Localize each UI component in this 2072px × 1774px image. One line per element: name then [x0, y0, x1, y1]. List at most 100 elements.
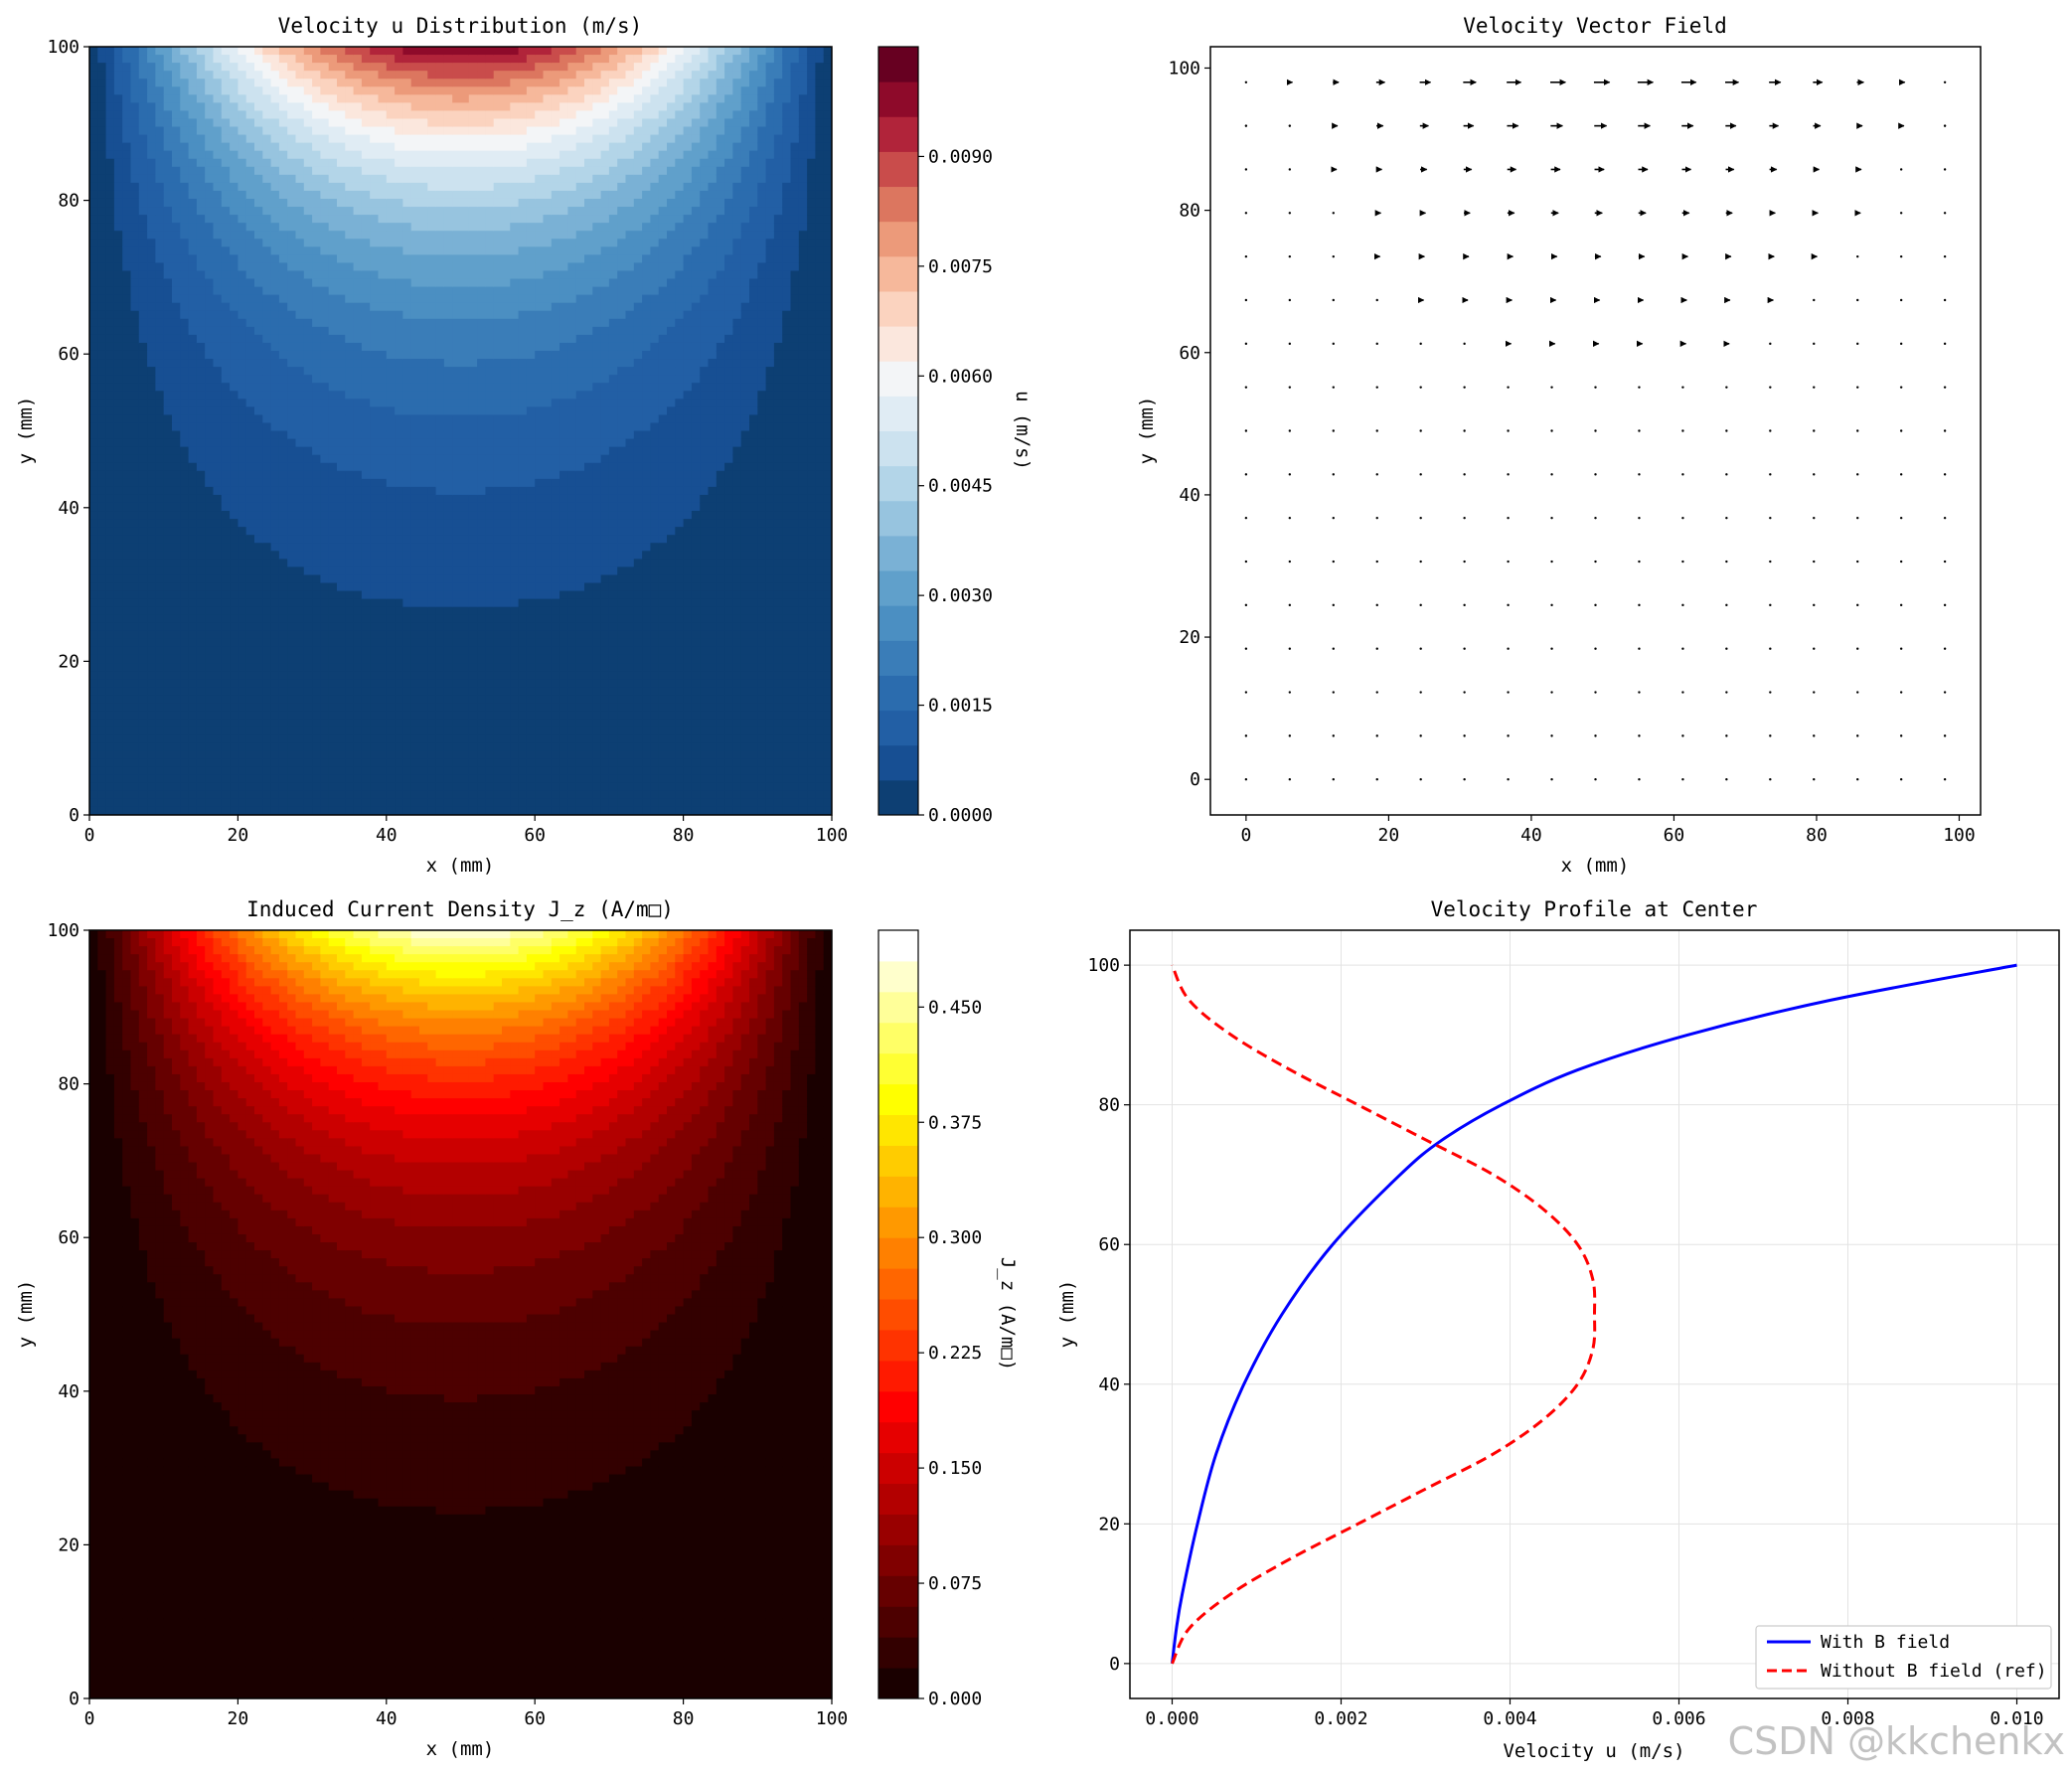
- velocity-u-cell: [122, 446, 132, 456]
- velocity-u-cell: [452, 359, 462, 368]
- velocity-u-cell: [419, 511, 428, 520]
- velocity-u-cell: [510, 806, 520, 815]
- velocity-u-cell: [419, 654, 428, 664]
- velocity-u-cell: [485, 750, 495, 760]
- velocity-u-cell: [303, 430, 313, 440]
- velocity-u-cell: [443, 671, 453, 680]
- velocity-u-cell: [122, 646, 132, 656]
- velocity-u-cell: [138, 246, 148, 255]
- velocity-u-cell: [163, 582, 173, 592]
- velocity-u-cell: [312, 430, 321, 440]
- velocity-u-cell: [89, 223, 98, 232]
- velocity-u-cell: [278, 758, 288, 768]
- velocity-u-cell: [138, 239, 148, 247]
- velocity-u-cell: [510, 254, 520, 263]
- velocity-u-cell: [188, 391, 198, 400]
- velocity-u-cell: [122, 118, 132, 128]
- velocity-u-cell: [196, 687, 206, 696]
- velocity-u-cell: [205, 278, 215, 288]
- velocity-u-cell: [188, 711, 198, 720]
- velocity-u-cell: [435, 711, 445, 720]
- velocity-u-cell: [452, 270, 462, 280]
- velocity-u-cell: [477, 646, 486, 656]
- velocity-u-cell: [303, 118, 313, 128]
- velocity-u-cell: [435, 758, 445, 768]
- velocity-u-cell: [105, 47, 115, 56]
- velocity-u-cell: [386, 391, 396, 400]
- velocity-u-cell: [205, 198, 215, 208]
- velocity-u-cell: [97, 559, 107, 567]
- velocity-u-cell: [320, 414, 330, 424]
- velocity-u-cell: [238, 582, 247, 592]
- velocity-u-cell: [254, 262, 263, 272]
- velocity-u-cell: [287, 182, 297, 192]
- velocity-u-cell: [477, 598, 486, 608]
- velocity-u-cell: [196, 559, 206, 567]
- velocity-u-cell: [353, 551, 363, 560]
- velocity-u-cell: [320, 750, 330, 760]
- velocity-u-cell: [328, 590, 338, 600]
- velocity-u-cell: [238, 278, 247, 288]
- velocity-u-cell: [105, 215, 115, 224]
- velocity-u-cell: [402, 142, 412, 152]
- velocity-u-cell: [130, 551, 140, 560]
- velocity-u-cell: [130, 774, 140, 784]
- velocity-u-cell: [163, 94, 173, 103]
- velocity-u-cell: [402, 711, 412, 720]
- velocity-u-cell: [328, 286, 338, 296]
- velocity-u-cell: [337, 559, 346, 567]
- velocity-u-cell: [353, 774, 363, 784]
- velocity-u-cell: [213, 511, 223, 520]
- velocity-u-cell: [295, 190, 305, 200]
- velocity-u-cell: [395, 86, 403, 95]
- velocity-u-cell: [262, 566, 272, 576]
- velocity-u-cell: [502, 638, 511, 648]
- velocity-u-cell: [221, 182, 231, 192]
- velocity-u-cell: [345, 519, 355, 528]
- velocity-u-cell: [180, 359, 190, 368]
- velocity-u-cell: [155, 71, 165, 80]
- velocity-u-cell: [477, 166, 486, 176]
- velocity-u-cell: [147, 302, 156, 312]
- velocity-u-cell: [485, 342, 495, 352]
- velocity-u-cell: [427, 342, 437, 352]
- velocity-u-cell: [378, 646, 388, 656]
- velocity-u-cell: [89, 430, 98, 440]
- velocity-u-cell: [477, 574, 486, 584]
- velocity-u-cell: [287, 598, 297, 608]
- velocity-u-cell: [138, 606, 148, 616]
- velocity-u-cell: [245, 150, 255, 160]
- velocity-u-cell: [395, 671, 403, 680]
- velocity-u-cell: [452, 198, 462, 208]
- velocity-u-cell: [402, 790, 412, 800]
- velocity-u-cell: [172, 86, 181, 95]
- velocity-u-cell: [395, 614, 403, 624]
- velocity-u-cell: [485, 174, 495, 184]
- velocity-u-cell: [254, 55, 263, 64]
- velocity-u-cell: [452, 342, 462, 352]
- velocity-u-cell: [353, 102, 363, 112]
- velocity-u-cell: [122, 486, 132, 496]
- velocity-u-cell: [97, 790, 107, 800]
- velocity-u-cell: [245, 231, 255, 240]
- velocity-u-cell: [262, 663, 272, 672]
- velocity-u-cell: [270, 502, 280, 512]
- velocity-u-cell: [113, 158, 123, 168]
- velocity-u-cell: [172, 414, 181, 424]
- velocity-u-cell: [196, 110, 206, 120]
- velocity-u-cell: [163, 215, 173, 224]
- velocity-u-cell: [312, 527, 321, 536]
- velocity-u-cell: [386, 478, 396, 488]
- velocity-u-cell: [493, 782, 503, 792]
- velocity-u-cell: [337, 359, 346, 368]
- velocity-u-cell: [477, 462, 486, 472]
- velocity-u-cell: [89, 582, 98, 592]
- velocity-u-cell: [188, 543, 198, 552]
- velocity-u-cell: [502, 286, 511, 296]
- velocity-u-cell: [419, 430, 428, 440]
- velocity-u-cell: [97, 646, 107, 656]
- velocity-u-cell: [221, 174, 231, 184]
- velocity-u-cell: [163, 782, 173, 792]
- velocity-u-cell: [361, 359, 371, 368]
- velocity-u-cell: [361, 654, 371, 664]
